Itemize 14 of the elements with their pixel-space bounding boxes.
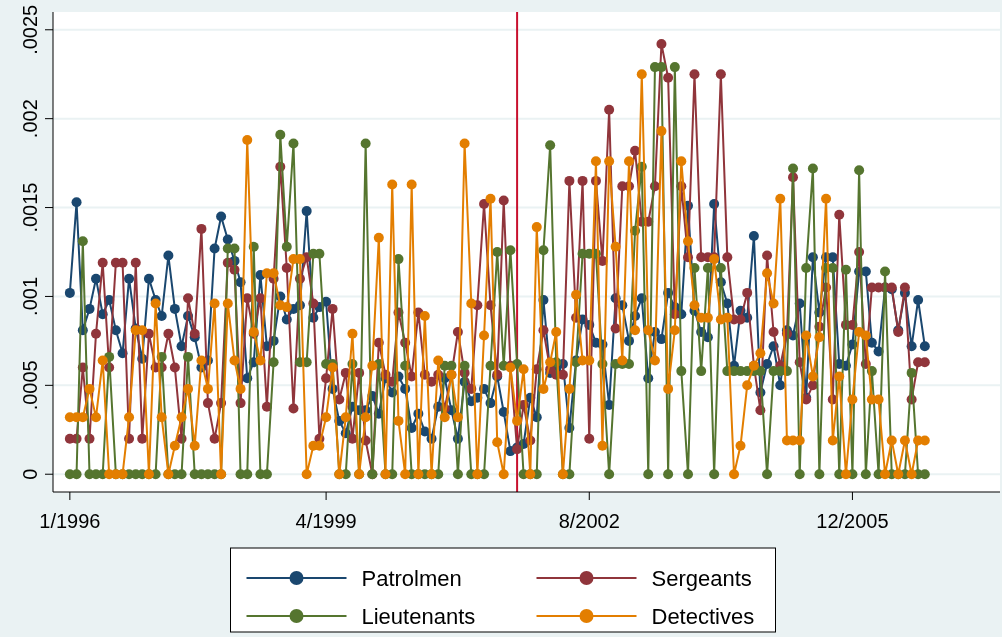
x-tick-label: 1/1996 (39, 510, 101, 532)
x-tick-label: 12/2005 (816, 510, 889, 532)
legend-label: Detectives (651, 604, 755, 629)
y-tick-label: .0025 (19, 4, 41, 55)
y-tick-label: 0 (19, 468, 41, 480)
legend-label: Lieutenants (361, 604, 476, 629)
x-tick-label: 8/2002 (558, 510, 620, 532)
y-tick-label: .002 (19, 99, 41, 139)
x-tick-label: 4/1999 (295, 510, 357, 532)
y-tick-label: .0015 (19, 182, 41, 233)
legend-label: Patrolmen (361, 566, 462, 591)
y-tick-label: .0005 (19, 360, 41, 411)
y-tick-label: .001 (19, 276, 41, 316)
legend-label: Sergeants (651, 566, 752, 591)
